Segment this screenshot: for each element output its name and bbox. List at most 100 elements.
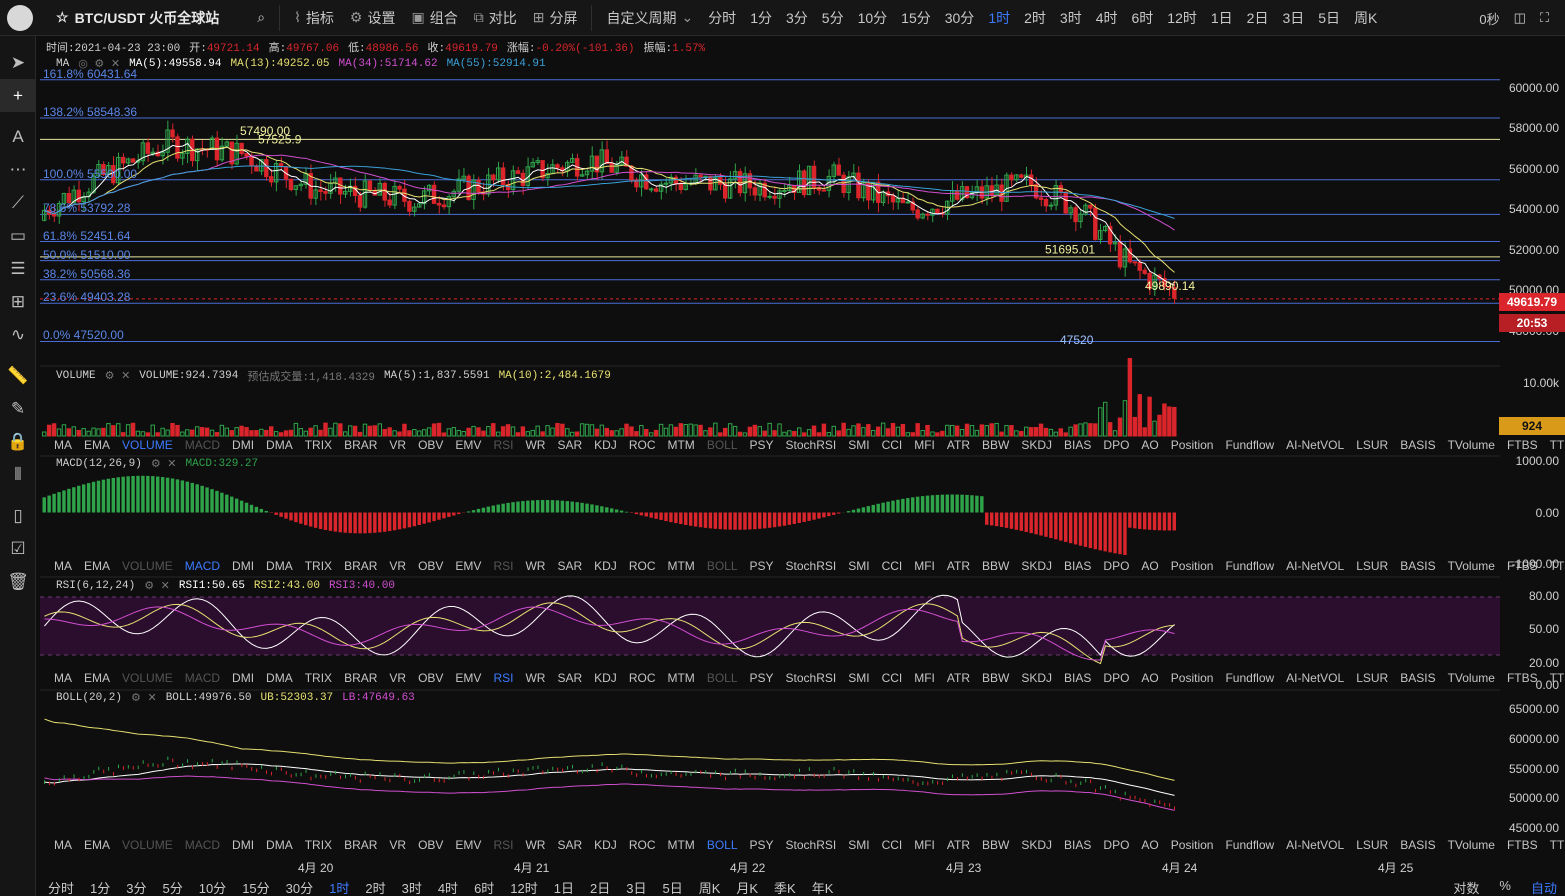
indicator-tab-kdj[interactable]: KDJ (594, 671, 617, 685)
indicator-tab-wr[interactable]: WR (525, 838, 546, 852)
bottom-period-6[interactable]: 30分 (285, 880, 314, 896)
indicator-tab-fundflow[interactable]: Fundflow (1225, 838, 1275, 852)
indicator-tab-ema[interactable]: EMA (84, 438, 111, 452)
ruler-icon[interactable]: 📏 (7, 365, 29, 385)
indicator-tab-stochrsi[interactable]: StochRSI (785, 838, 837, 852)
gear-icon[interactable]: ⚙ ✕ (144, 581, 170, 593)
indicator-tab-smi[interactable]: SMI (848, 438, 870, 452)
settings-button[interactable]: ⚙ 设置 (349, 9, 396, 26)
indicator-tab-basis[interactable]: BASIS (1400, 559, 1436, 573)
indicator-tab-ma[interactable]: MA (54, 671, 72, 685)
period-tab-5[interactable]: 15分 (901, 9, 931, 26)
parallel-line-icon[interactable]: ☰ (10, 258, 26, 278)
indicator-tab-brar[interactable]: BRAR (344, 838, 378, 852)
indicator-tab-mtm[interactable]: MTM (667, 671, 695, 685)
bottom-period-19[interactable]: 季K (774, 880, 796, 896)
indicator-tab-atr[interactable]: ATR (946, 559, 971, 573)
indicator-tab-basis[interactable]: BASIS (1400, 438, 1436, 452)
indicator-tab-tvolume[interactable]: TVolume (1447, 559, 1495, 573)
indicator-tab-volume[interactable]: VOLUME (122, 838, 173, 852)
indicator-tab-smi[interactable]: SMI (848, 559, 870, 573)
indicator-tab-dpo[interactable]: DPO (1103, 438, 1130, 452)
indicator-tab-trix[interactable]: TRIX (304, 559, 333, 573)
bottom-period-5[interactable]: 15分 (242, 880, 270, 896)
indicator-tab-boll[interactable]: BOLL (706, 838, 738, 852)
template-button[interactable]: ▣ 组合 (411, 9, 458, 26)
period-tab-4[interactable]: 10分 (857, 9, 888, 26)
indicator-tab-ttsi[interactable]: TTSI (1549, 559, 1565, 573)
indicator-tab-smi[interactable]: SMI (848, 671, 870, 685)
indicator-tab-cci[interactable]: CCI (881, 838, 903, 852)
scale-option-1[interactable]: % (1499, 878, 1511, 893)
bottom-period-15[interactable]: 3日 (626, 880, 647, 896)
indicator-tab-emv[interactable]: EMV (455, 559, 482, 573)
indicator-tab-dmi[interactable]: DMI (232, 838, 255, 852)
indicator-tab-stochrsi[interactable]: StochRSI (785, 559, 837, 573)
period-tab-11[interactable]: 6时 (1131, 9, 1154, 26)
indicator-tab-volume[interactable]: VOLUME (122, 559, 173, 573)
indicator-tab-cci[interactable]: CCI (881, 671, 903, 685)
indicator-tab-kdj[interactable]: KDJ (594, 559, 617, 573)
indicator-tab-psy[interactable]: PSY (749, 438, 774, 452)
indicator-tab-fundflow[interactable]: Fundflow (1225, 559, 1275, 573)
custom-period-dropdown[interactable]: 自定义周期 ⌄ (606, 9, 694, 26)
indicator-tab-rsi[interactable]: RSI (493, 559, 514, 573)
indicator-tab-rsi[interactable]: RSI (493, 438, 514, 452)
indicator-tab-mfi[interactable]: MFI (914, 838, 935, 852)
period-tab-17[interactable]: 周K (1354, 9, 1378, 26)
huobi-logo[interactable] (0, 0, 40, 36)
indicator-tab-obv[interactable]: OBV (418, 438, 444, 452)
indicator-tab-psy[interactable]: PSY (749, 559, 774, 573)
indicator-tab-tvolume[interactable]: TVolume (1447, 438, 1495, 452)
gear-icon[interactable]: ⚙ ✕ (150, 459, 177, 471)
indicator-tab-atr[interactable]: ATR (946, 438, 971, 452)
indicator-tab-ai-netvol[interactable]: AI-NetVOL (1286, 671, 1345, 685)
indicator-tab-dmi[interactable]: DMI (232, 438, 255, 452)
indicator-tab-macd[interactable]: MACD (184, 559, 221, 573)
indicator-tab-lsur[interactable]: LSUR (1356, 838, 1389, 852)
symbol-selector[interactable]: ☆ BTC/USDT 火币全球站 (40, 8, 229, 28)
indicator-tab-ai-netvol[interactable]: AI-NetVOL (1286, 838, 1345, 852)
indicator-tab-dpo[interactable]: DPO (1103, 838, 1130, 852)
period-tab-3[interactable]: 5分 (821, 9, 844, 26)
bottom-period-8[interactable]: 2时 (365, 880, 386, 896)
indicator-tab-mtm[interactable]: MTM (667, 838, 695, 852)
bottom-period-20[interactable]: 年K (811, 880, 834, 896)
indicator-tab-dma[interactable]: DMA (266, 438, 293, 452)
indicator-tab-wr[interactable]: WR (525, 438, 546, 452)
indicator-tab-fundflow[interactable]: Fundflow (1225, 438, 1275, 452)
indicator-tab-psy[interactable]: PSY (749, 671, 774, 685)
indicator-tab-dma[interactable]: DMA (266, 838, 293, 852)
period-tab-12[interactable]: 12时 (1167, 9, 1197, 26)
indicator-tab-bbw[interactable]: BBW (982, 838, 1010, 852)
period-tab-8[interactable]: 2时 (1024, 9, 1046, 26)
bottom-period-7[interactable]: 1时 (329, 880, 350, 896)
indicator-tab-psy[interactable]: PSY (749, 838, 774, 852)
indicator-tab-mfi[interactable]: MFI (914, 559, 935, 573)
indicator-tab-trix[interactable]: TRIX (304, 438, 333, 452)
indicator-tab-ftbs[interactable]: FTBS (1506, 671, 1538, 685)
indicator-tab-obv[interactable]: OBV (418, 838, 444, 852)
indicator-tab-bbw[interactable]: BBW (982, 559, 1010, 573)
indicator-tab-ema[interactable]: EMA (84, 671, 111, 685)
indicator-tab-atr[interactable]: ATR (946, 671, 971, 685)
indicator-tab-rsi[interactable]: RSI (493, 838, 514, 852)
wave-icon[interactable]: ∿ (10, 324, 26, 344)
indicator-tab-skdj[interactable]: SKDJ (1021, 671, 1053, 685)
compare-button[interactable]: ⧉ 对比 (473, 9, 517, 26)
indicator-tab-obv[interactable]: OBV (418, 559, 444, 573)
indicator-tab-mtm[interactable]: MTM (667, 438, 695, 452)
period-tab-13[interactable]: 1日 (1210, 9, 1233, 26)
indicator-tab-position[interactable]: Position (1170, 838, 1214, 852)
gear-icon[interactable]: ⚙ ✕ (131, 693, 157, 705)
edit-icon[interactable]: ☑ (10, 538, 26, 558)
indicator-tab-ema[interactable]: EMA (84, 838, 111, 852)
indicator-tab-ma[interactable]: MA (54, 838, 72, 852)
indicator-tab-dpo[interactable]: DPO (1103, 559, 1130, 573)
scale-option-2[interactable]: 自动 (1530, 881, 1557, 896)
indicator-tab-ttsi[interactable]: TTSI (1549, 438, 1565, 452)
bottom-period-3[interactable]: 5分 (162, 880, 183, 896)
indicator-tab-ttsi[interactable]: TTSI (1549, 671, 1565, 685)
candle-icon[interactable]: ⦀ (14, 464, 22, 484)
